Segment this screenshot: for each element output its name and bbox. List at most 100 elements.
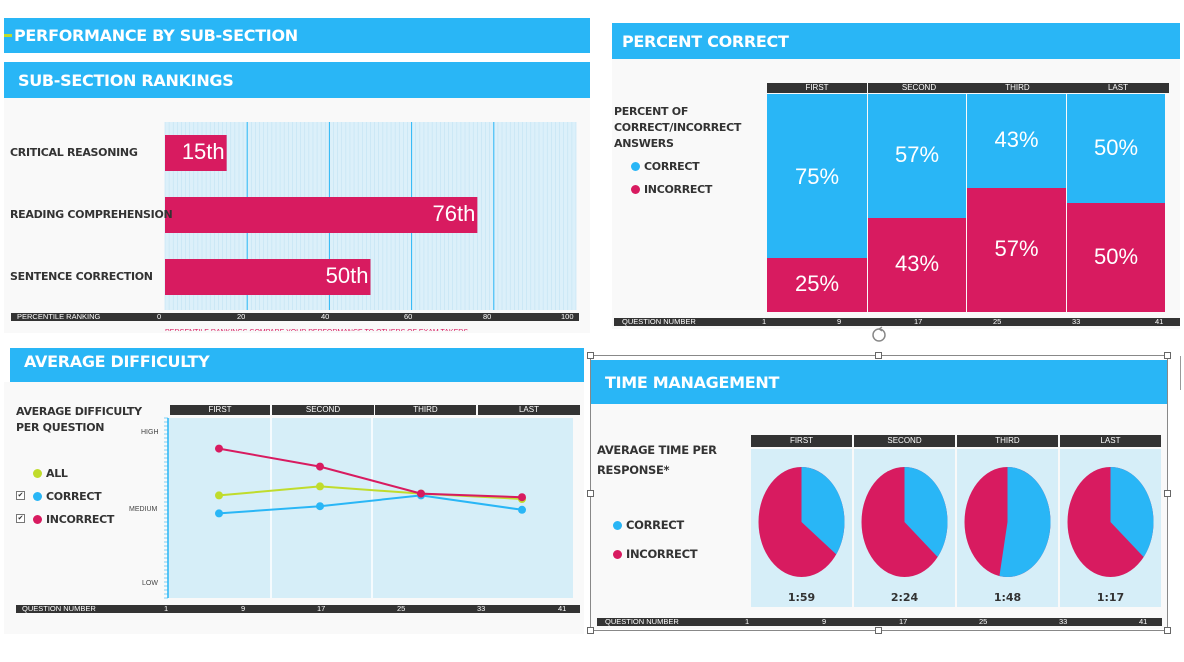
pc-tick-9: 9	[837, 317, 842, 326]
resize-handle-se[interactable]	[1164, 627, 1171, 634]
pc-tick-33: 33	[1072, 317, 1081, 326]
legend-correct: CORRECT	[631, 159, 700, 175]
incorrect-checkbox[interactable]: ✔	[16, 514, 25, 523]
pie-correct-3	[999, 467, 1051, 577]
legend-incorrect: INCORRECT	[631, 182, 712, 198]
resize-handle-ne[interactable]	[1164, 352, 1171, 359]
pie-correct-4	[1110, 467, 1154, 558]
header-accent-mark	[4, 34, 12, 37]
df-tick-9: 9	[241, 604, 246, 613]
tm-tick-33: 33	[1059, 617, 1068, 626]
pc-tick-17: 17	[914, 317, 923, 326]
tm-tick-41: 41	[1139, 617, 1148, 626]
tm-segment-head-first: FIRST	[751, 435, 852, 447]
ranking-category-2: READING COMPREHENSION	[10, 208, 173, 221]
rankings-tick-60: 60	[404, 312, 413, 321]
time-legend-incorrect: INCORRECT	[613, 546, 698, 562]
pc-label-incorrect-4: 50%	[1093, 243, 1139, 269]
pc-label-correct-1: 75%	[794, 163, 840, 189]
incorrect-dot-icon	[33, 515, 42, 524]
y-label-low: LOW	[142, 580, 158, 587]
y-label-high: HIGH	[141, 429, 159, 436]
rankings-header: SUB-SECTION RANKINGS	[4, 62, 590, 98]
percent-correct-header: PERCENT CORRECT	[612, 23, 1180, 59]
ranking-value-label-2: 76th	[432, 201, 476, 226]
resize-handle-sw[interactable]	[587, 627, 594, 634]
pc-tick-25: 25	[993, 317, 1002, 326]
correct-checkbox[interactable]: ✔	[16, 491, 25, 500]
df-tick-33: 33	[477, 604, 486, 613]
pc-segment-head-first: FIRST	[767, 83, 867, 93]
pc-segment-head-third: THIRD	[967, 83, 1068, 93]
pc-label-correct-3: 43%	[994, 126, 1039, 152]
legend-incorrect-difficulty[interactable]: INCORRECT	[33, 512, 114, 528]
correct-dot-icon	[631, 162, 640, 171]
time-axis-bar: QUESTION NUMBER 1 9 17 25 33 41	[597, 618, 1162, 626]
pc-label-incorrect-1: 25%	[794, 270, 840, 296]
pc-bar-incorrect-2	[868, 218, 966, 312]
legend-all: ALL	[33, 466, 68, 482]
df-segment-head-second: SECOND	[272, 405, 374, 415]
difficulty-point-incorrect-2	[316, 462, 324, 471]
df-tick-25: 25	[397, 604, 406, 613]
resize-handle-w[interactable]	[587, 490, 594, 497]
tm-segment-head-third: THIRD	[957, 435, 1058, 447]
difficulty-point-incorrect-4	[518, 493, 526, 502]
rankings-axis-bar: PERCENTILE RANKING 0 20 40 60 80 100	[11, 313, 579, 321]
legend-correct-difficulty[interactable]: CORRECT	[33, 489, 102, 505]
df-segment-head-third: THIRD	[375, 405, 476, 415]
difficulty-point-incorrect-3	[417, 489, 425, 498]
pc-bar-correct-4	[1067, 94, 1165, 203]
pc-label-incorrect-3: 57%	[994, 235, 1039, 261]
time-title: TIME MANAGEMENT	[605, 372, 780, 392]
resize-handle-s[interactable]	[875, 627, 882, 634]
performance-header: PERFORMANCE BY SUB-SECTION	[4, 18, 590, 53]
rankings-tick-40: 40	[321, 312, 330, 321]
tm-tick-25: 25	[979, 617, 988, 626]
difficulty-line-incorrect	[218, 447, 523, 499]
pc-segment-head-last: LAST	[1067, 83, 1169, 93]
df-tick-1: 1	[164, 604, 169, 613]
pc-bar-incorrect-1	[767, 257, 867, 312]
difficulty-line-correct	[218, 494, 523, 515]
pc-tick-41: 41	[1155, 317, 1164, 326]
difficulty-point-correct-1	[215, 509, 223, 518]
pc-tick-1: 1	[762, 317, 767, 326]
rankings-footnote: PERCENTILE RANKINGS COMPARE YOUR PERFORM…	[165, 326, 468, 331]
df-segment-head-first: FIRST	[170, 405, 270, 415]
difficulty-point-correct-4	[518, 505, 526, 514]
difficulty-axis-label: QUESTION NUMBER	[22, 604, 96, 613]
resize-handle-n[interactable]	[875, 352, 882, 359]
tm-tick-17: 17	[899, 617, 908, 626]
percent-correct-axis-bar: QUESTION NUMBER 1 9 17 25 33 41	[614, 318, 1180, 326]
tm-time-label-3: 1:48	[993, 591, 1022, 604]
rotate-handle-icon[interactable]	[870, 326, 888, 344]
tm-tick-1: 1	[745, 617, 750, 626]
difficulty-point-all-2	[316, 482, 324, 491]
difficulty-point-all-1	[215, 491, 223, 500]
ranking-bar-1	[165, 135, 227, 171]
tm-segment-head-second: SECOND	[854, 435, 955, 447]
pc-bar-correct-1	[767, 94, 867, 258]
time-axis-label: QUESTION NUMBER	[605, 617, 679, 626]
pie-correct-2	[904, 467, 948, 558]
df-segment-head-last: LAST	[478, 405, 580, 415]
tm-time-label-2: 2:24	[890, 591, 919, 604]
ranking-bar-2	[165, 197, 478, 233]
ranking-category-3: SENTENCE CORRECTION	[10, 270, 153, 283]
rankings-tick-80: 80	[483, 312, 492, 321]
difficulty-legend-title: AVERAGE DIFFICULTY PER QUESTION	[16, 405, 142, 434]
difficulty-point-correct-2	[316, 502, 324, 511]
resize-handle-nw[interactable]	[587, 352, 594, 359]
resize-handle-e[interactable]	[1164, 490, 1171, 497]
all-dot-icon	[33, 469, 42, 478]
incorrect-dot-icon	[631, 185, 640, 194]
difficulty-header: AVERAGE DIFFICULTY	[10, 348, 584, 382]
tm-segment-head-last: LAST	[1060, 435, 1161, 447]
pc-label-correct-4: 50%	[1093, 134, 1139, 160]
ranking-value-label-3: 50th	[325, 263, 369, 288]
pc-segment-head-second: SECOND	[868, 83, 970, 93]
